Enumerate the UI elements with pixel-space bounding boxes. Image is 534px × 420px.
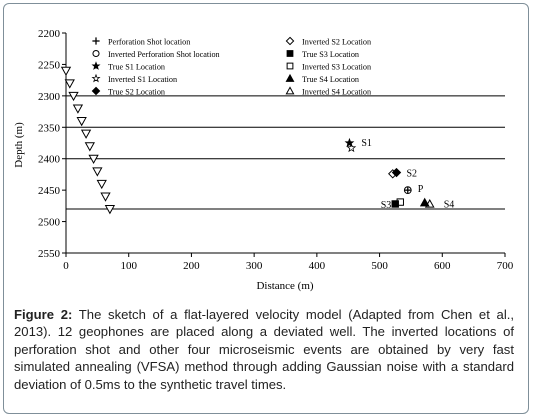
x-tick-label: 0 [63, 260, 69, 272]
legend-marker [92, 49, 100, 58]
caption-text: The sketch of a flat-layered velocity mo… [14, 307, 515, 392]
geophone-point [84, 142, 95, 152]
figure-caption: Figure 2: The sketch of a flat-layered v… [14, 306, 514, 393]
y-tick-label: 2400 [38, 154, 61, 166]
geophone-markers [60, 66, 116, 215]
event-label-s2: S2 [407, 169, 418, 180]
true-s3-point [391, 200, 399, 208]
geophone-point [76, 117, 87, 127]
legend-label: True S3 Location [302, 50, 359, 59]
legend-label: Inverted S3 Location [302, 63, 371, 72]
y-tick-label: 2250 [38, 59, 61, 71]
inverted-s1-point [346, 142, 357, 153]
legend-marker [91, 73, 101, 83]
legend-label: Inverted S1 Location [108, 75, 177, 84]
caption-label: Figure 2: [14, 307, 73, 322]
y-tick-label: 2450 [38, 185, 61, 197]
x-tick-label: 100 [120, 260, 137, 272]
legend-label: True S2 Location [108, 88, 165, 97]
geophone-point [100, 192, 111, 202]
geophone-point [60, 66, 72, 77]
geophone-point [96, 179, 107, 190]
legend-label: True S4 Location [302, 75, 359, 84]
x-tick-label: 500 [371, 260, 388, 272]
true-p-point [404, 187, 411, 194]
y-tick-label: 2200 [38, 28, 61, 40]
y-tick-label: 2550 [38, 248, 61, 260]
legend-marker [91, 86, 101, 96]
scatter-chart: 0 100 200 300 400 500 600 700 2200 2250 2300 2350 24… [13, 28, 514, 292]
legend-marker [91, 61, 101, 70]
event-label-s4: S4 [444, 200, 455, 211]
event-markers: S1 S2P S3 S4 [344, 137, 455, 211]
y-tick-label: 2500 [38, 217, 61, 229]
geophone-point [88, 154, 99, 165]
legend: Perforation Shot location Inverted Perfor… [91, 36, 371, 97]
legend-label: Perforation Shot location [108, 38, 190, 47]
legend-marker [285, 86, 295, 95]
geophone-point [104, 205, 116, 215]
inverted-p-point [403, 186, 412, 195]
event-label-p: P [418, 184, 424, 195]
true-s1-point [344, 137, 355, 148]
legend-marker [286, 62, 294, 70]
y-tick-label: 2300 [38, 91, 61, 103]
ticks: 0 100 200 300 400 500 600 700 2200 2250 2300 2350 24… [38, 28, 514, 272]
legend-label: Inverted S2 Location [302, 38, 371, 47]
x-tick-label: 300 [246, 260, 263, 272]
event-label-s1: S1 [361, 138, 372, 149]
legend-label: Inverted Perforation Shot location [108, 50, 220, 59]
geophone-point [80, 129, 92, 139]
x-tick-label: 600 [434, 260, 451, 272]
x-tick-label: 400 [309, 260, 326, 272]
legend-label: Inverted S4 Location [302, 88, 371, 97]
geophone-point [72, 104, 84, 114]
legend-marker [286, 50, 294, 57]
legend-marker [285, 73, 295, 82]
geophone-point [92, 167, 103, 177]
legend-marker [285, 36, 295, 46]
geophone-point [68, 91, 79, 102]
legend-marker [92, 37, 100, 45]
x-axis-label: Distance (m) [256, 280, 313, 292]
x-tick-label: 200 [183, 260, 200, 272]
true-s2-point [391, 167, 402, 178]
layer-boundaries [66, 95, 505, 210]
geophone-point [64, 79, 75, 89]
y-axis-label: Depth (m) [13, 122, 25, 168]
x-tick-label: 700 [497, 260, 514, 272]
legend-label: True S1 Location [108, 63, 165, 72]
event-label-s3: S3 [381, 200, 392, 211]
true-s4-point [419, 197, 430, 207]
y-tick-label: 2350 [38, 122, 61, 134]
